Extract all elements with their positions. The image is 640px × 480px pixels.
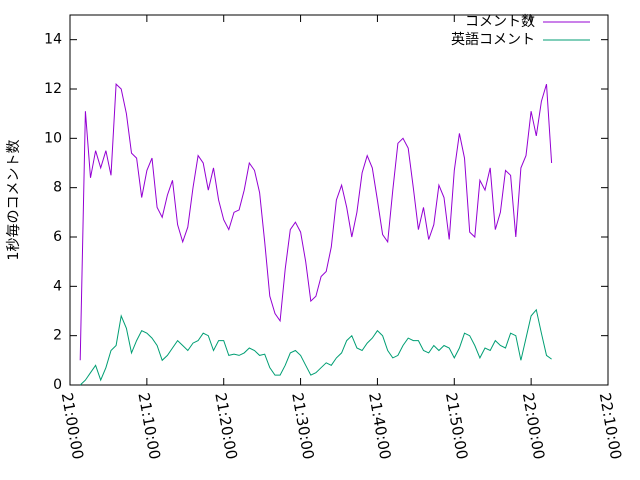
x-tick-label: 22:00:00 — [519, 391, 548, 460]
y-axis-label: 1秒毎のコメント数 — [6, 140, 22, 261]
x-tick-label: 21:20:00 — [211, 391, 240, 460]
y-tick-label: 6 — [53, 229, 62, 245]
plot-frame — [69, 14, 609, 386]
y-tick-label: 0 — [53, 377, 62, 393]
y-tick-label: 2 — [53, 328, 62, 344]
y-tick-label: 8 — [53, 180, 62, 196]
x-tick-label: 21:30:00 — [288, 391, 317, 460]
x-tick-label: 21:40:00 — [365, 391, 394, 460]
x-tick-label: 21:50:00 — [442, 391, 471, 460]
data-line — [79, 82, 553, 361]
x-tick-label: 21:00:00 — [58, 391, 87, 460]
data-line — [79, 308, 552, 386]
y-tick-label: 4 — [53, 278, 62, 294]
x-tick-label: 21:10:00 — [134, 391, 163, 460]
y-tick-label: 10 — [44, 130, 62, 146]
y-tick-label: 12 — [44, 81, 62, 97]
legend-label: 英語コメント — [451, 31, 535, 48]
y-tick-label: 14 — [44, 32, 62, 48]
x-tick-label: 22:10:00 — [596, 391, 625, 460]
legend-label: コメント数 — [465, 14, 535, 30]
